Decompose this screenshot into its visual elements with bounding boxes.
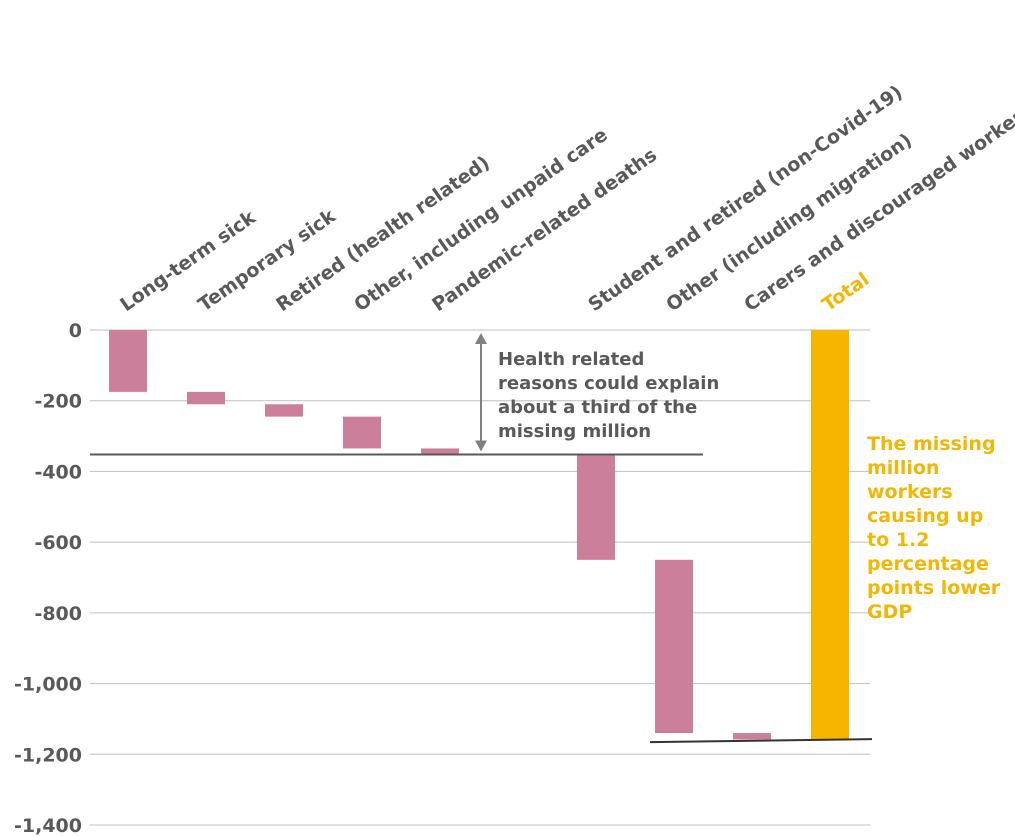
y-tick-label: -1,000 [14,674,82,696]
annotation-line: percentage [867,553,989,575]
bar [421,448,459,454]
y-tick-label: 0 [69,320,82,342]
bar [343,416,381,449]
annotation-health: Health related reasons could explain about… [498,349,719,442]
category-label: Long-term sick [116,206,260,316]
annotation-line: causing up [867,505,983,527]
annotation-line: to 1.2 [867,529,929,551]
annotation-line: reasons could explain [498,373,719,394]
total-bar [811,330,849,741]
annotation-line: GDP [867,601,912,623]
bar [733,733,771,740]
y-tick-label: -200 [34,391,82,413]
y-tick-label: -400 [34,461,82,483]
category-label: Total [818,268,873,316]
annotation-line: points lower [867,577,1001,599]
y-tick-label: -1,400 [14,815,82,837]
annotation-arrow [475,333,487,452]
y-tick-label: -1,200 [14,744,82,766]
y-tick-label: -800 [34,603,82,625]
reference-lines [90,453,873,744]
arrow-head-down [475,440,487,452]
annotation-line: The missing [867,433,996,455]
bar [187,391,225,405]
bars [109,330,849,741]
annotation-line: missing million [498,421,651,442]
bar [109,330,147,392]
annotation-line: workers [867,481,953,503]
arrow-head-up [475,333,487,344]
annotation-line: about a third of the [498,397,697,418]
y-axis-tick-labels: 0 -200 -400 -600 -800 -1,000 -1,200 -1,400 [14,320,82,837]
bar [577,453,615,560]
bar [265,404,303,417]
annotation-line: Health related [498,349,644,370]
category-label: Temporary sick [194,205,340,316]
bar [655,559,693,734]
reference-line-total [649,738,873,744]
category-label: Carers and discouraged workers [740,99,1015,316]
y-tick-label: -600 [34,532,82,554]
annotation-line: million [867,457,939,479]
